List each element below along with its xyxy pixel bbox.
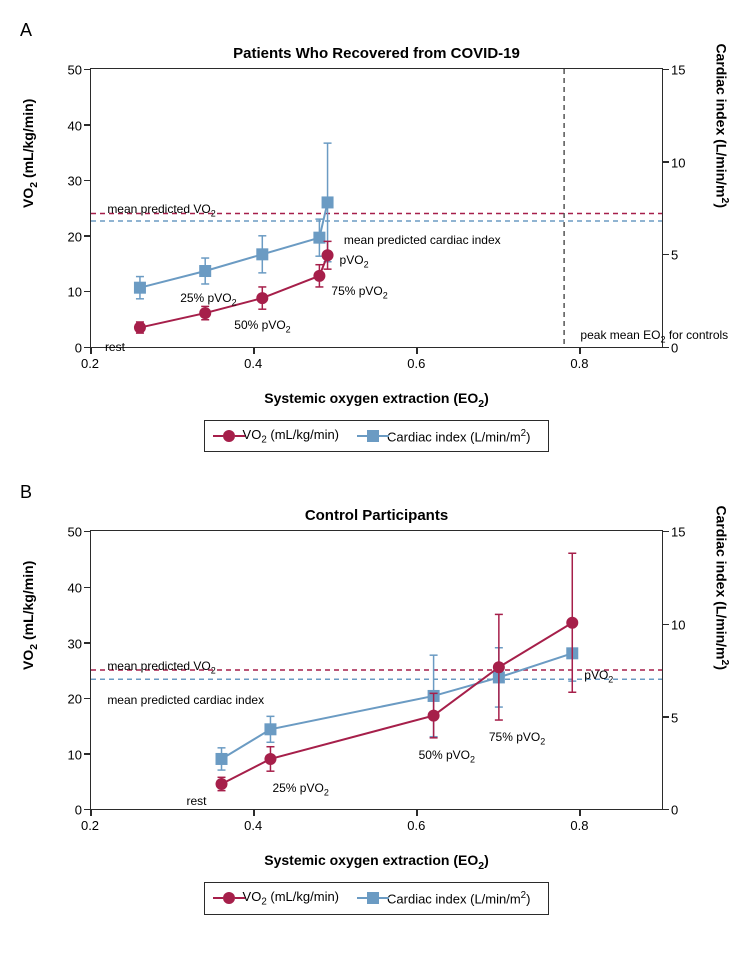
point-label: rest [187,794,207,808]
panel-a-yaxis-left: 01020304050 [20,68,90,348]
legend-ci-label-b: Cardiac index (L/min/m2) [387,890,530,906]
point-label: 75% pVO2 [489,730,545,746]
legend-ci-label: Cardiac index (L/min/m2) [387,428,530,444]
panel-a-label: A [20,20,733,41]
legend-b: VO2 (mL/kg/min) Cardiac index (L/min/m2) [204,882,550,915]
panel-b-plot-area: rest 25% pVO2 50% pVO2 75% pVO2 pVO2 mean pre… [90,530,663,810]
panel-b-yaxis-right: 051015 [663,530,733,810]
square-marker-icon [367,430,379,442]
legend-ci: Cardiac index (L/min/m2) [367,427,530,446]
point-label: pVO2 [584,668,613,684]
annotation-annot_peak: peak mean EO2 for controls [580,328,728,344]
legend-vo2: VO2 (mL/kg/min) [223,427,339,446]
circle-marker-icon [223,892,235,904]
panel-b-xlabel: Systemic oxygen extraction (EO2) [20,852,733,872]
point-label: 25% pVO2 [180,291,236,307]
panel-b-label: B [20,482,733,503]
annotation-annot_ci: mean predicted cardiac index [344,233,501,247]
panel-a-chart: Patients Who Recovered from COVID-19 VO2… [20,45,733,410]
panel-a-yaxis-right: 051015 [663,68,733,348]
point-label: pVO2 [340,253,369,269]
legend-vo2-b: VO2 (mL/kg/min) [223,889,339,908]
panel-b-title: Control Participants [20,507,733,524]
legend-ci-b: Cardiac index (L/min/m2) [367,889,530,908]
panel-a-plot-area: rest25% pVO250% pVO275% pVO2pVO2mean pre… [90,68,663,348]
legend-vo2-label: VO2 (mL/kg/min) [243,427,339,446]
panel-b-xaxis: 0.20.40.60.8 [90,810,663,850]
panel-a-title: Patients Who Recovered from COVID-19 [20,45,733,62]
annotation-annot_vo2: mean predicted VO2 [107,659,215,675]
square-marker-icon [367,892,379,904]
point-label: 50% pVO2 [234,318,290,334]
panel-b-yaxis-left: 01020304050 [20,530,90,810]
legend-a: VO2 (mL/kg/min) Cardiac index (L/min/m2) [204,420,550,453]
panel-a-xaxis: 0.20.40.60.8 [90,348,663,388]
point-label: 25% pVO2 [272,781,328,797]
annotation-annot_ci: mean predicted cardiac index [107,693,264,707]
point-label: 50% pVO2 [419,748,475,764]
point-label: 75% pVO2 [331,284,387,300]
panel-a-xlabel: Systemic oxygen extraction (EO2) [20,390,733,410]
legend-vo2-label-b: VO2 (mL/kg/min) [243,889,339,908]
panel-b-chart: Control Participants VO2 (mL/kg/min) Car… [20,507,733,872]
annotation-annot_vo2: mean predicted VO2 [107,202,215,218]
circle-marker-icon [223,430,235,442]
